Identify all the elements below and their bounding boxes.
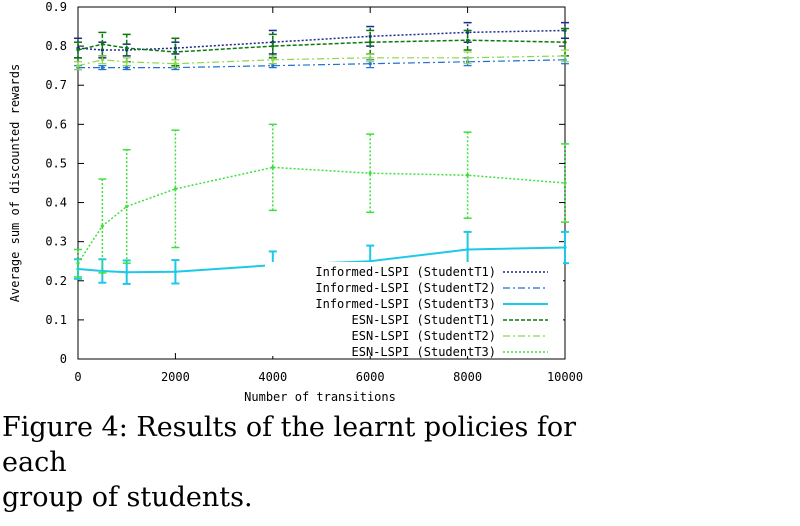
data-point [563,40,567,44]
x-axis-label: Number of transitions [244,390,396,404]
data-point [173,187,177,191]
series-6 [74,123,569,278]
caption-line-1: Figure 4: Results of the learnt policies… [2,412,577,478]
data-point [125,204,129,209]
series-line [78,59,566,69]
x-tick-label: 8000 [453,370,482,384]
legend-background [265,262,563,356]
data-point [173,62,177,66]
legend-label: ESN-LSPI (StudentT2) [352,329,497,343]
legend-label: Informed-LSPI (StudentT1) [315,265,496,279]
y-tick-label: 0.9 [45,0,67,14]
y-tick-label: 0.4 [45,196,67,210]
data-point [466,173,470,177]
data-point [466,30,470,35]
data-point [368,62,372,66]
x-tick-label: 2000 [161,370,190,384]
data-point [100,48,104,52]
legend-label: ESN-LSPI (StudentT3) [352,345,497,359]
series-layer [74,21,569,285]
results-chart: 0 2000 4000 6000 8000 10000 0 0.1 0.2 0.3 0.4 0.5 0.… [8,0,583,404]
data-point [173,46,177,50]
series-line [77,166,566,264]
data-point [100,42,104,46]
data-point [271,64,275,68]
y-axis-label: Average sum of discounted rewards [8,64,22,302]
data-point [76,267,80,271]
data-point [173,270,177,274]
x-tick-label: 0 [74,370,81,384]
series-1 [74,21,569,59]
data-point [100,224,104,228]
data-point [563,181,567,185]
axes: 0 2000 4000 6000 8000 10000 0 0.1 0.2 0.3 0.4 0.5 0.… [45,0,583,384]
y-tick-label: 0 [60,352,67,366]
y-tick-label: 0.3 [45,235,67,249]
x-tick-label: 10000 [547,370,583,384]
data-point [466,247,470,252]
series-4 [74,27,569,67]
data-point [368,171,372,175]
data-point [563,54,567,58]
data-point [125,270,129,274]
data-point [125,46,129,50]
y-tick-label: 0.2 [45,274,67,288]
data-point [76,261,80,265]
y-tick-label: 0.5 [45,156,67,170]
data-point [368,56,372,60]
caption-line-2: group of students. [2,482,253,513]
legend-label: ESN-LSPI (StudentT1) [352,313,497,327]
data-point [466,38,470,42]
series-5 [74,49,569,71]
data-point [100,66,104,70]
data-point [76,48,80,52]
data-point [368,40,372,44]
y-tick-label: 0.8 [45,39,67,53]
legend: Informed-LSPI (StudentT1) Informed-LSPI (… [265,262,563,359]
series-line [77,39,566,53]
data-point [368,34,372,38]
data-point [125,66,129,70]
figure-caption: Figure 4: Results of the learnt policies… [2,410,622,515]
data-point [466,56,470,60]
data-point [173,50,177,54]
data-point [100,58,104,62]
y-tick-label: 0.7 [45,78,67,92]
y-tick-label: 0.6 [45,117,67,131]
series-line [77,55,566,67]
x-tick-label: 4000 [258,370,287,384]
series-line [77,29,566,51]
data-point [76,64,80,68]
data-point [271,58,275,62]
legend-label: Informed-LSPI (StudentT3) [315,297,496,311]
legend-label: Informed-LSPI (StudentT2) [315,281,496,295]
data-point [125,60,129,64]
data-point [563,245,567,250]
y-tick-label: 0.1 [45,313,67,327]
series-line [77,246,566,274]
data-point [271,44,275,48]
x-tick-label: 6000 [356,370,385,384]
data-point [271,165,275,169]
